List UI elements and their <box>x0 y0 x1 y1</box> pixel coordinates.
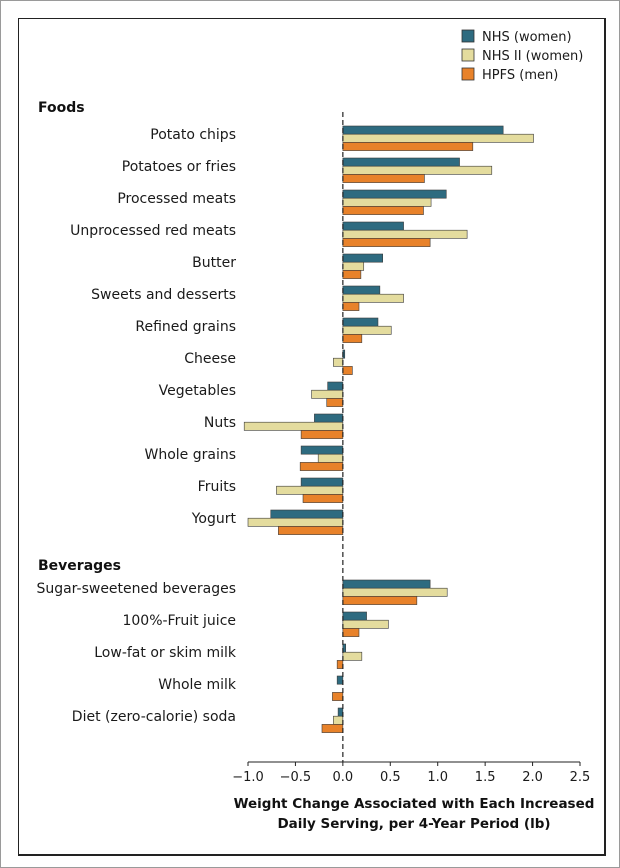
bar-1-2-2 <box>342 165 493 175</box>
bar-1-7-3 <box>342 334 363 343</box>
legend-label-2: NHS II (women) <box>482 49 583 64</box>
bar-1-8-3 <box>342 366 353 375</box>
bar-2-5-2 <box>333 715 344 725</box>
category-label: Potato chips <box>150 127 236 143</box>
bar-1-9-3 <box>326 398 344 407</box>
category-label: Sugar-sweetened beverages <box>36 581 236 597</box>
x-tick-label: 0.5 <box>380 770 401 785</box>
bar-1-4-2 <box>342 229 468 239</box>
x-tick-label: 1.5 <box>475 770 496 785</box>
category-label: Potatoes or fries <box>122 159 236 175</box>
bar-2-3-2 <box>342 651 363 661</box>
bar-1-6-2 <box>342 293 404 303</box>
bar-2-2-2 <box>342 619 389 629</box>
group-title-2: Beverages <box>38 558 121 574</box>
bar-1-13-1 <box>270 509 344 519</box>
bar-2-2-1 <box>342 611 367 621</box>
bar-1-11-1 <box>300 445 344 455</box>
bar-1-7-2 <box>342 325 392 335</box>
bar-1-1-2 <box>342 133 534 143</box>
category-label: 100%-Fruit juice <box>122 613 236 629</box>
bar-1-5-2 <box>342 261 365 271</box>
bar-1-11-3 <box>299 462 344 471</box>
bar-1-6-3 <box>342 302 360 311</box>
bar-2-3-3 <box>336 660 344 669</box>
bar-2-4-3 <box>332 692 344 701</box>
category-label: Cheese <box>184 351 236 367</box>
bar-1-12-2 <box>276 485 344 495</box>
category-label: Unprocessed red meats <box>70 223 236 239</box>
bar-1-1-3 <box>342 142 474 151</box>
bar-1-7-1 <box>342 317 379 327</box>
bar-1-5-3 <box>342 270 362 279</box>
bar-1-9-2 <box>311 389 344 399</box>
category-label: Yogurt <box>191 511 237 527</box>
bar-1-4-1 <box>342 221 404 231</box>
bar-1-12-1 <box>300 477 344 487</box>
category-label: Sweets and desserts <box>91 287 236 303</box>
bar-2-1-2 <box>342 587 448 597</box>
legend-swatch-3 <box>461 67 475 81</box>
category-label: Nuts <box>204 415 236 431</box>
category-label: Low-fat or skim milk <box>94 645 237 661</box>
bar-1-12-3 <box>302 494 344 503</box>
legend-swatch-1 <box>461 29 475 43</box>
bar-2-4-1 <box>336 675 344 685</box>
category-label: Processed meats <box>117 191 236 207</box>
bar-1-13-2 <box>247 517 344 527</box>
legend-label-3: HPFS (men) <box>482 68 558 83</box>
category-label: Refined grains <box>135 319 236 335</box>
bar-1-3-1 <box>342 189 447 199</box>
bar-2-1-3 <box>342 596 418 605</box>
bar-1-1-1 <box>342 125 504 135</box>
bar-1-10-3 <box>300 430 344 439</box>
x-tick-label: −1.0 <box>232 770 264 785</box>
bar-1-10-1 <box>314 413 344 423</box>
x-axis-title-line-1: Weight Change Associated with Each Incre… <box>234 796 595 812</box>
category-label: Fruits <box>198 479 236 495</box>
legend-label-1: NHS (women) <box>482 30 572 45</box>
bar-1-4-3 <box>342 238 431 247</box>
bar-1-9-1 <box>327 381 344 391</box>
bar-2-5-3 <box>321 724 344 733</box>
category-label: Whole milk <box>158 677 237 693</box>
legend-swatch-2 <box>461 48 475 62</box>
bar-1-11-2 <box>317 453 344 463</box>
category-label: Vegetables <box>159 383 236 399</box>
chart-panel <box>18 18 606 856</box>
bar-2-2-3 <box>342 628 360 637</box>
bar-1-3-3 <box>342 206 424 215</box>
category-label: Diet (zero-calorie) soda <box>72 709 236 725</box>
category-label: Whole grains <box>144 447 236 463</box>
x-tick-label: 1.0 <box>427 770 448 785</box>
bar-1-10-2 <box>243 421 344 431</box>
x-tick-label: 2.0 <box>522 770 543 785</box>
category-label: Butter <box>192 255 236 271</box>
bar-1-3-2 <box>342 197 432 207</box>
x-tick-label: −0.5 <box>280 770 312 785</box>
bar-1-2-1 <box>342 157 460 167</box>
bar-1-5-1 <box>342 253 383 263</box>
bar-1-13-3 <box>278 526 344 535</box>
bar-1-8-2 <box>333 357 344 367</box>
x-axis-title-line-2: Daily Serving, per 4-Year Period (lb) <box>277 816 550 832</box>
x-tick-label: 0.0 <box>333 770 354 785</box>
group-title-1: Foods <box>38 100 85 116</box>
bar-2-5-1 <box>337 707 344 717</box>
bar-1-2-3 <box>342 174 425 183</box>
bar-1-6-1 <box>342 285 381 295</box>
bar-2-1-1 <box>342 579 431 589</box>
x-tick-label: 2.5 <box>570 770 591 785</box>
